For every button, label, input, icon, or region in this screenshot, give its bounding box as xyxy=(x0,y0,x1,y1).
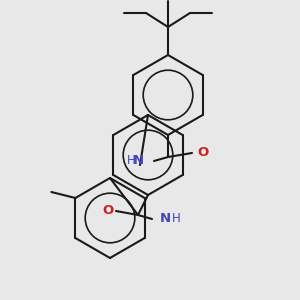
Text: O: O xyxy=(102,205,113,218)
Text: N: N xyxy=(160,212,171,224)
Text: H: H xyxy=(172,212,181,224)
Text: N: N xyxy=(133,154,144,166)
Text: O: O xyxy=(197,146,208,160)
Text: H: H xyxy=(127,154,136,166)
